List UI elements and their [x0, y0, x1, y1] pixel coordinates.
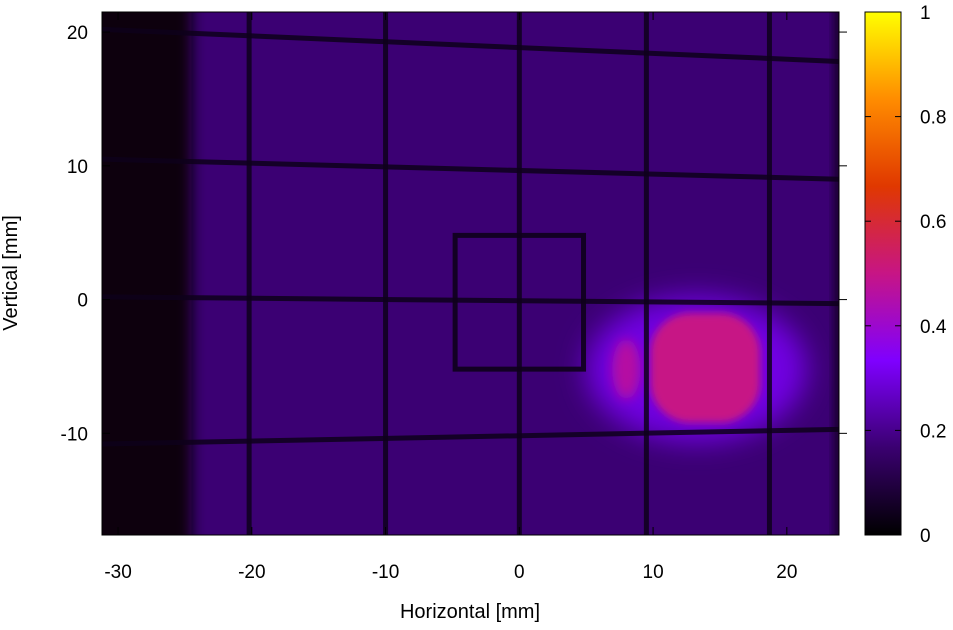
dark-edge-region: [102, 12, 192, 535]
center-square: [452, 232, 587, 372]
grid-wires: [102, 12, 839, 535]
hot-spot-core: [650, 312, 761, 423]
colorbar-tick-label: 0.6: [920, 212, 946, 233]
x-tick-label: -10: [372, 562, 399, 583]
x-tick-label: -30: [104, 562, 131, 583]
heatmap-background: [102, 12, 839, 535]
plot-frame: [101, 11, 840, 536]
dark-right-edge: [833, 12, 839, 535]
colorbar-axis: 0 0.2 0.4 0.6 0.8 1: [865, 3, 947, 547]
colorbar-tick-label: 0.4: [920, 317, 947, 338]
y-axis: -10 0 10 20: [61, 23, 847, 445]
x-tick-label: 10: [643, 562, 664, 583]
colorbar-tick-label: 0.8: [920, 108, 946, 129]
colorbar-tick-label: 0.2: [920, 421, 946, 442]
colorbar: [864, 11, 902, 536]
horizontal-wire-3: [102, 426, 839, 447]
hot-spot-left-lobe: [612, 339, 641, 400]
colorbar-tick-label: 0: [920, 526, 931, 547]
colorbar-tick-label: 1: [920, 3, 931, 24]
x-tick-label: 0: [514, 562, 525, 583]
x-axis: -30 -20 -10 0 10 20: [104, 12, 797, 583]
x-tick-label: 20: [776, 562, 797, 583]
x-tick-label: -20: [238, 562, 265, 583]
y-tick-label: 10: [67, 157, 88, 178]
x-axis-label: Horizontal [mm]: [400, 601, 540, 623]
horizontal-wire-2: [102, 294, 839, 307]
horizontal-wire-1: [102, 156, 839, 182]
y-tick-label: 20: [67, 23, 88, 44]
y-axis-label: Vertical [mm]: [0, 215, 22, 331]
y-tick-label: -10: [61, 424, 88, 445]
y-tick-label: 0: [77, 291, 88, 312]
horizontal-wire-0: [102, 26, 839, 64]
plot-area: [102, 12, 839, 535]
